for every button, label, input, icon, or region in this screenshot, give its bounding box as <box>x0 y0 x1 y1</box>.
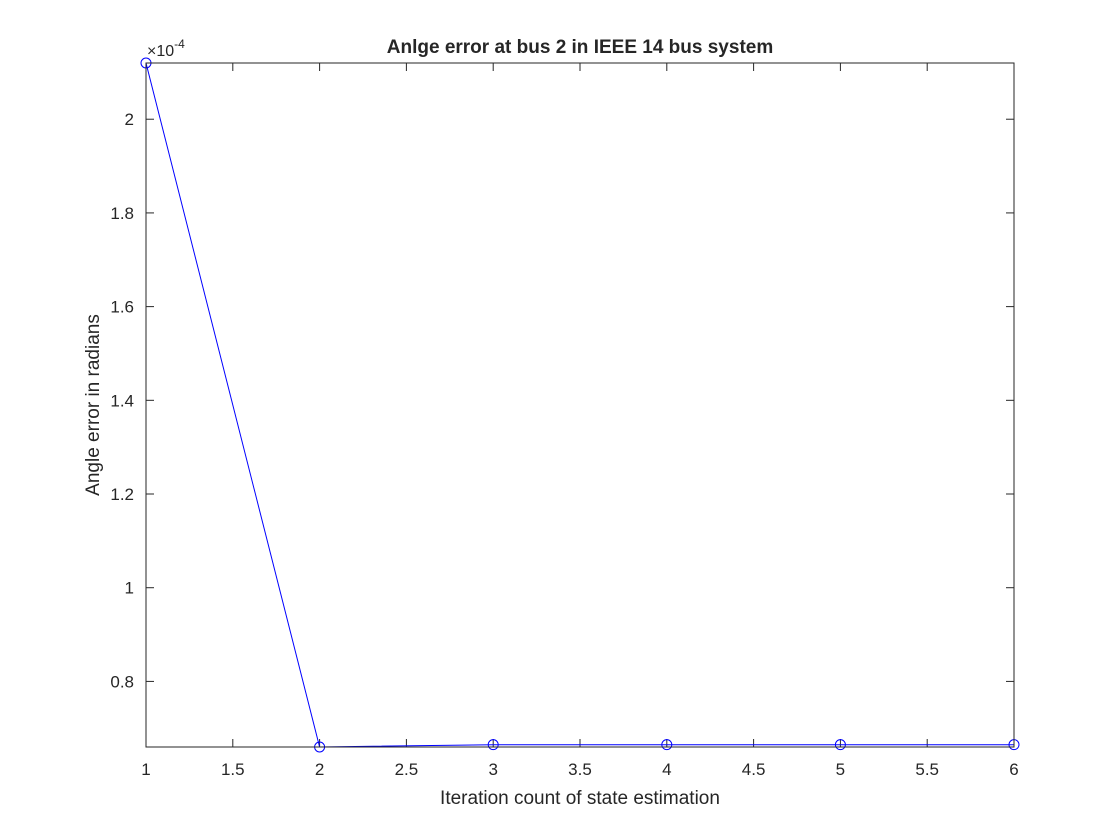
data-point-marker <box>487 739 499 751</box>
y-tick-label: 1.4 <box>110 391 134 410</box>
x-tick-label: 3.5 <box>568 760 592 779</box>
y-axis-label: Angle error in radians <box>83 314 104 496</box>
x-tick-label: 1.5 <box>221 760 245 779</box>
x-tick-label: 3 <box>488 760 497 779</box>
y-tick-label: 1.6 <box>110 298 134 317</box>
y-tick-label: 1.2 <box>110 485 134 504</box>
data-point-marker <box>834 739 846 751</box>
plot-area-frame <box>145 62 1015 748</box>
x-tick-label: 2 <box>315 760 324 779</box>
x-tick-label: 5.5 <box>915 760 939 779</box>
y-axis-exponent-base: ×10 <box>147 43 174 60</box>
x-tick-label: 5 <box>836 760 845 779</box>
x-tick-label: 4.5 <box>742 760 766 779</box>
y-axis-exponent: ×10-4 <box>147 37 185 60</box>
data-point-marker <box>661 739 673 751</box>
chart-title: Anlge error at bus 2 in IEEE 14 bus syst… <box>387 37 773 58</box>
x-tick-label: 4 <box>662 760 671 779</box>
axis-ticks: 1 1.5 2 2.5 3 3.5 4 4.5 5 5.5 6 0.8 1 1.2 1.4 1.6 1.8 2 <box>110 63 1019 779</box>
data-series <box>140 57 1020 753</box>
x-axis-label: Iteration count of state estimation <box>440 788 720 809</box>
x-tick-label: 1 <box>141 760 150 779</box>
y-tick-label: 1.8 <box>110 204 134 223</box>
y-axis-exponent-power: -4 <box>174 37 185 51</box>
y-tick-label: 0.8 <box>110 672 134 691</box>
y-tick-label: 2 <box>125 110 134 129</box>
series-line <box>145 62 1014 748</box>
y-tick-label: 1 <box>125 579 134 598</box>
x-tick-label: 2.5 <box>395 760 419 779</box>
x-tick-label: 6 <box>1009 760 1018 779</box>
